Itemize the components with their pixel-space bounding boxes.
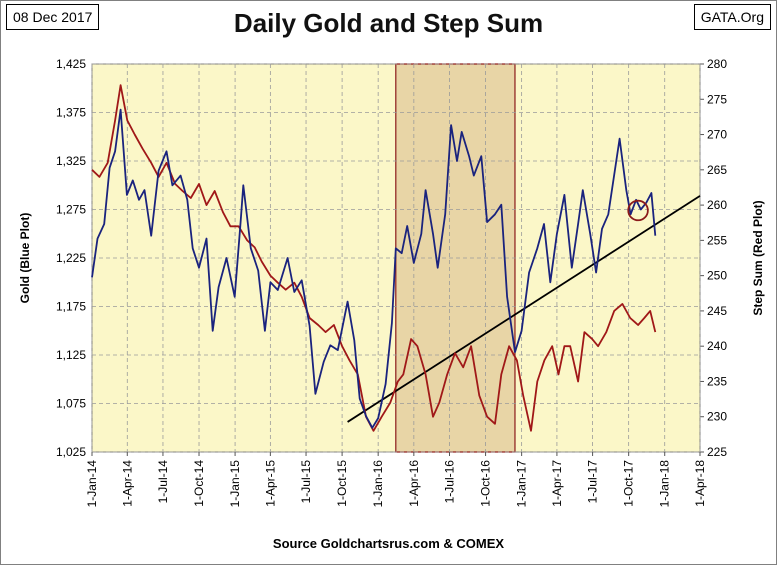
series-gold bbox=[91, 108, 657, 429]
x-tick-label: 1-Jan-16 bbox=[371, 460, 385, 508]
x-tick-label: 1-Oct-17 bbox=[622, 460, 636, 507]
tick-labels: 1,025 1,075 1,125 1,175 1,225 1,275 1,325 1,375… bbox=[56, 57, 727, 507]
y-tick-label-right: 245 bbox=[707, 304, 727, 318]
y-tick-label-right: 280 bbox=[707, 57, 727, 71]
x-tick-label: 1-Jan-15 bbox=[228, 460, 242, 508]
x-tick-label: 1-Apr-16 bbox=[407, 460, 421, 507]
x-tick-label: 1-Oct-14 bbox=[192, 460, 206, 507]
y-tick-label-left: 1,325 bbox=[56, 154, 86, 168]
x-tick-label: 1-Jul-17 bbox=[586, 460, 600, 504]
y-tick-label-left: 1,375 bbox=[56, 106, 86, 120]
circle-annotation bbox=[627, 199, 649, 222]
y-tick-label-right: 270 bbox=[707, 128, 727, 142]
y-tick-label-left: 1,075 bbox=[56, 397, 86, 411]
x-tick-label: 1-Jul-16 bbox=[443, 460, 457, 504]
y-tick-label-right: 275 bbox=[707, 92, 727, 106]
y-tick-label-left: 1,425 bbox=[56, 57, 86, 71]
x-tick-label: 1-Jan-14 bbox=[85, 460, 99, 508]
y-tick-label-right: 260 bbox=[707, 198, 727, 212]
source-note: Source Goldchartsrus.com & COMEX bbox=[272, 536, 505, 551]
gridlines bbox=[91, 63, 704, 456]
y-tick-label-right: 255 bbox=[707, 233, 727, 247]
y-tick-label-left: 1,275 bbox=[56, 203, 86, 217]
y-tick-label-left: 1,125 bbox=[56, 348, 86, 362]
y-axis-label-left: Gold (Blue Plot) bbox=[18, 213, 32, 304]
y-tick-label-right: 225 bbox=[707, 445, 727, 459]
x-tick-label: 1-Apr-17 bbox=[550, 460, 564, 507]
y-tick-label-left: 1,225 bbox=[56, 251, 86, 265]
x-tick-label: 1-Apr-15 bbox=[263, 460, 277, 507]
site-label: GATA.Org bbox=[693, 4, 771, 30]
x-tick-label: 1-Apr-14 bbox=[120, 460, 134, 507]
y-tick-label-right: 235 bbox=[707, 374, 727, 388]
y-tick-label-right: 240 bbox=[707, 339, 727, 353]
annotation-circle bbox=[627, 199, 649, 222]
y-tick-label-left: 1,025 bbox=[56, 445, 86, 459]
date-label: 08 Dec 2017 bbox=[6, 4, 100, 30]
x-tick-label: 1-Apr-18 bbox=[693, 460, 707, 507]
x-tick-label: 1-Jul-15 bbox=[299, 460, 313, 504]
x-tick-label: 1-Jan-18 bbox=[658, 460, 672, 508]
y-tick-label-right: 230 bbox=[707, 410, 727, 424]
x-tick-label: 1-Jul-14 bbox=[156, 460, 170, 504]
y-axis-label-right: Step Sum (Red Plot) bbox=[751, 200, 765, 315]
chart-title: Daily Gold and Step Sum bbox=[233, 8, 544, 38]
y-tick-label-right: 250 bbox=[707, 269, 727, 283]
y-tick-label-left: 1,175 bbox=[56, 300, 86, 314]
x-tick-label: 1-Jan-17 bbox=[515, 460, 529, 508]
x-tick-label: 1-Oct-16 bbox=[479, 460, 493, 507]
x-tick-label: 1-Oct-15 bbox=[335, 460, 349, 507]
gold-line bbox=[91, 108, 657, 429]
y-tick-label-right: 265 bbox=[707, 163, 727, 177]
